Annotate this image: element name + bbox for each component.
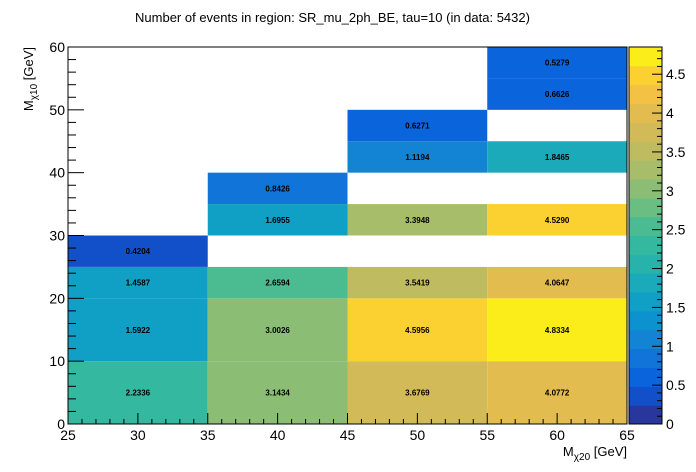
x-tick-label: 30 bbox=[130, 427, 146, 443]
heatmap-cell bbox=[347, 266, 488, 299]
cell-value-label: 0.6626 bbox=[545, 90, 570, 99]
y-tick-label: 50 bbox=[49, 102, 65, 118]
y-axis-title: Mχ10 [GeV] bbox=[21, 47, 40, 111]
heatmap-cell-labels: 2.2336 3.1434 3.6769 4.0772 1.5922 3.0026 4.59… bbox=[126, 59, 570, 398]
heatmap-cell bbox=[207, 266, 348, 299]
colorbar-tick-label: 4 bbox=[666, 105, 674, 121]
y-tick-label: 30 bbox=[49, 228, 65, 244]
x-axis-title: Mχ20 [GeV] bbox=[563, 444, 627, 463]
colorbar-tick-label: 3 bbox=[666, 183, 674, 199]
cell-value-label: 3.5419 bbox=[405, 279, 430, 288]
cell-value-label: 0.6271 bbox=[405, 122, 430, 131]
x-tick-label: 40 bbox=[270, 427, 286, 443]
heatmap-cell bbox=[487, 78, 627, 110]
heatmap-cell bbox=[207, 204, 348, 236]
colorbar-band bbox=[629, 65, 662, 86]
heatmap-cell bbox=[347, 109, 488, 142]
heatmap-cell bbox=[207, 172, 348, 205]
cell-value-label: 0.8426 bbox=[265, 184, 290, 193]
cell-value-label: 4.5290 bbox=[545, 216, 570, 225]
cell-value-label: 1.5922 bbox=[126, 326, 151, 335]
cell-value-label: 2.6594 bbox=[265, 279, 290, 288]
chart-title: Number of events in region: SR_mu_2ph_BE… bbox=[135, 10, 530, 25]
colorbar-band bbox=[629, 405, 662, 425]
cell-value-label: 2.2336 bbox=[126, 389, 151, 398]
heatmap-cells bbox=[68, 47, 627, 424]
y-tick-label: 40 bbox=[49, 165, 65, 181]
x-tick-label: 65 bbox=[619, 427, 635, 443]
heatmap-cell bbox=[347, 204, 488, 236]
heatmap-cell bbox=[487, 204, 627, 236]
colorbar-band bbox=[629, 292, 662, 312]
colorbar-band bbox=[629, 197, 662, 218]
colorbar-tick-label: 2.5 bbox=[666, 222, 686, 238]
colorbar-band bbox=[629, 273, 662, 293]
colorbar-band bbox=[629, 235, 662, 255]
colorbar-band bbox=[629, 329, 662, 350]
colorbar-tick-label: 1 bbox=[666, 338, 674, 354]
cell-value-label: 4.0772 bbox=[545, 389, 570, 398]
y-axis: 0 10 20 30 40 50 60 bbox=[49, 39, 84, 432]
colorbar-tick-label: 1.5 bbox=[666, 299, 686, 315]
cell-value-label: 1.4587 bbox=[126, 279, 151, 288]
colorbar-tick-label: 0.5 bbox=[666, 377, 686, 393]
cell-value-label: 3.6769 bbox=[405, 389, 430, 398]
colorbar-band bbox=[629, 386, 662, 406]
heatmap-cell bbox=[68, 235, 208, 267]
cell-value-label: 4.0647 bbox=[545, 279, 570, 288]
heatmap-cell bbox=[347, 141, 488, 173]
heatmap-cell bbox=[347, 298, 488, 362]
heatmap-cell bbox=[68, 266, 208, 299]
colorbar-band bbox=[629, 216, 662, 236]
colorbar-tick-label: 2 bbox=[666, 261, 674, 277]
heatmap-cell bbox=[207, 298, 348, 362]
colorbar: 0 0.5 1 1.5 2 2.5 3 3.5 4 4.5 bbox=[628, 46, 686, 432]
colorbar-tick-label: 0 bbox=[666, 416, 674, 432]
x-tick-label: 60 bbox=[549, 427, 565, 443]
heatmap-cell bbox=[487, 141, 627, 173]
colorbar-band bbox=[629, 84, 662, 105]
colorbar-tick-label: 4.5 bbox=[666, 66, 686, 82]
colorbar-tick-label: 3.5 bbox=[666, 144, 686, 160]
heatmap-cell bbox=[487, 298, 627, 362]
y-tick-label: 20 bbox=[49, 290, 65, 306]
colorbar-frame bbox=[628, 46, 663, 425]
cell-value-label: 0.5279 bbox=[545, 59, 570, 68]
cell-value-label: 3.3948 bbox=[405, 216, 430, 225]
cell-value-label: 1.8465 bbox=[545, 153, 570, 162]
colorbar-band bbox=[629, 103, 662, 123]
colorbar-band bbox=[629, 178, 662, 199]
cell-value-label: 4.5956 bbox=[405, 326, 430, 335]
heatmap-cell bbox=[68, 298, 208, 362]
y-tick-label: 10 bbox=[49, 353, 65, 369]
cell-value-label: 1.6955 bbox=[265, 216, 290, 225]
x-tick-label: 50 bbox=[410, 427, 426, 443]
cell-value-label: 3.0026 bbox=[265, 326, 290, 335]
cell-value-label: 3.1434 bbox=[265, 389, 290, 398]
heatmap-cell bbox=[487, 47, 627, 79]
colorbar-band bbox=[629, 160, 662, 180]
heatmap-cell bbox=[487, 266, 627, 299]
x-tick-label: 35 bbox=[200, 427, 216, 443]
x-tick-label: 45 bbox=[340, 427, 356, 443]
colorbar-band bbox=[629, 310, 662, 331]
y-tick-label: 60 bbox=[49, 39, 65, 55]
colorbar-band bbox=[629, 348, 662, 368]
colorbar-band bbox=[629, 122, 662, 142]
colorbar-band bbox=[629, 254, 662, 274]
x-axis: 25 30 35 40 45 50 55 60 65 bbox=[60, 413, 635, 443]
colorbar-band bbox=[629, 367, 662, 387]
axes: 25 30 35 40 45 50 55 60 65 0 10 20 30 40 50 60 bbox=[49, 39, 635, 443]
cell-value-label: 4.8334 bbox=[545, 326, 570, 335]
x-tick-label: 25 bbox=[60, 427, 76, 443]
cell-value-label: 0.4204 bbox=[126, 247, 151, 256]
x-tick-label: 55 bbox=[479, 427, 495, 443]
colorbar-band bbox=[629, 141, 662, 161]
colorbar-band bbox=[629, 47, 662, 67]
cell-value-label: 1.1194 bbox=[405, 153, 430, 162]
y-tick-label: 0 bbox=[57, 416, 65, 432]
